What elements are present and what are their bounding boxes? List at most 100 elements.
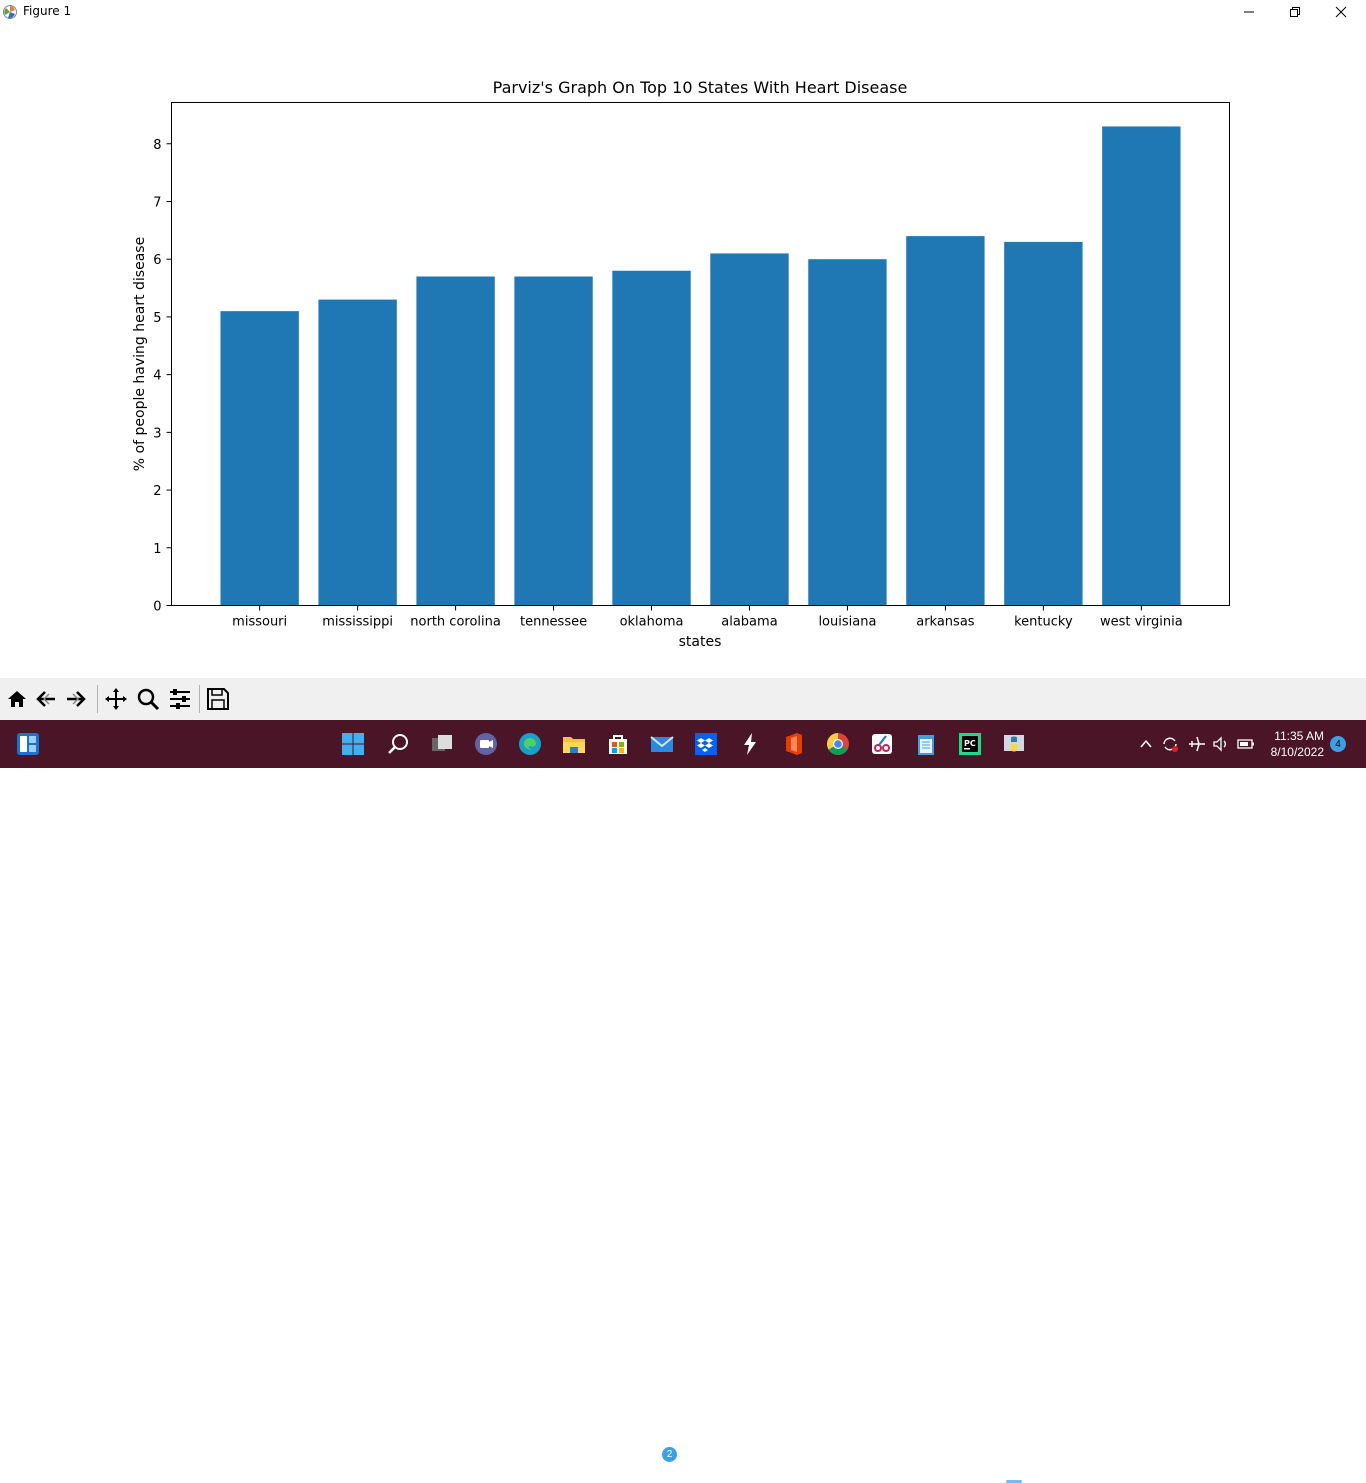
widgets-button[interactable] <box>14 730 42 758</box>
battery-icon <box>1237 739 1254 749</box>
volume-button[interactable] <box>1211 734 1231 754</box>
clock-date[interactable]: 8/10/2022 <box>1270 745 1324 759</box>
sync-tray-button[interactable] <box>1160 734 1180 754</box>
y-tick-label: 5 <box>153 311 161 326</box>
task-view-button[interactable] <box>428 730 456 758</box>
bar-arkansas <box>906 236 985 606</box>
y-tick-label: 3 <box>153 426 161 441</box>
sync-icon <box>1163 737 1178 752</box>
figure-canvas[interactable]: Parviz's Graph On Top 10 States With Hea… <box>0 24 1366 678</box>
bar-louisiana <box>808 259 887 606</box>
x-tick-label: louisiana <box>818 615 876 630</box>
office-icon <box>786 733 802 755</box>
start-button[interactable] <box>339 730 367 758</box>
airplane-mode-button[interactable] <box>1187 734 1207 754</box>
battery-button[interactable] <box>1236 734 1256 754</box>
task-view-icon <box>432 735 452 751</box>
y-tick-label: 4 <box>153 369 161 384</box>
python-figure-button[interactable] <box>1000 730 1028 758</box>
notification-center-badge[interactable]: 4 <box>1330 736 1346 752</box>
window-titlebar: Figure 1 <box>0 0 1366 24</box>
y-tick-label: 7 <box>153 195 161 210</box>
lightning-app-button[interactable] <box>736 730 764 758</box>
notepad-button[interactable] <box>912 730 940 758</box>
edge-icon <box>519 733 541 755</box>
bar-missouri <box>220 311 299 606</box>
bar-tennessee <box>514 276 593 606</box>
plot-frame <box>171 102 1230 606</box>
y-axis-ticks: 0 1 2 3 4 5 6 7 8 <box>153 138 172 615</box>
chevron-up-icon <box>1140 739 1152 748</box>
save-button[interactable] <box>204 685 232 713</box>
dropbox-button[interactable] <box>692 730 720 758</box>
matplotlib-icon <box>2 4 18 20</box>
folder-icon <box>563 737 585 753</box>
store-icon <box>609 735 627 754</box>
toolbar-separator <box>97 685 98 713</box>
search-icon <box>388 734 408 754</box>
office-button[interactable] <box>780 730 808 758</box>
chrome-button[interactable] <box>824 730 852 758</box>
notepad-icon <box>918 735 934 755</box>
pycharm-icon: PC <box>959 733 981 755</box>
configure-subplots-button[interactable] <box>166 685 194 713</box>
y-tick-label: 8 <box>153 138 161 153</box>
close-button[interactable] <box>1318 0 1364 24</box>
forward-button[interactable] <box>62 685 90 713</box>
windows-taskbar: 2 PC <box>0 720 1366 1483</box>
y-tick-label: 0 <box>153 600 161 615</box>
y-axis-label: % of people having heart disease <box>132 237 148 471</box>
snipping-tool-button[interactable] <box>868 730 896 758</box>
restore-button[interactable] <box>1272 0 1318 24</box>
zoom-button[interactable] <box>134 685 162 713</box>
teams-chat-button[interactable] <box>472 730 500 758</box>
pan-button[interactable] <box>102 685 130 713</box>
lightning-icon <box>744 733 756 755</box>
x-tick-label: missouri <box>232 615 287 630</box>
chart-title: Parviz's Graph On Top 10 States With Hea… <box>493 78 908 97</box>
y-tick-label: 2 <box>153 484 161 499</box>
chrome-icon <box>827 733 849 755</box>
search-button[interactable] <box>384 730 412 758</box>
x-tick-label: alabama <box>721 615 777 630</box>
close-icon <box>1335 6 1347 18</box>
save-icon <box>207 688 229 710</box>
x-tick-label: north corolina <box>410 615 501 630</box>
svg-text:PC: PC <box>964 739 976 748</box>
back-button[interactable] <box>32 685 60 713</box>
mail-icon <box>650 736 674 752</box>
zoom-icon <box>137 688 160 711</box>
home-icon <box>8 691 26 707</box>
edge-button[interactable] <box>516 730 544 758</box>
configure-icon <box>170 689 190 709</box>
mail-badge: 2 <box>662 1447 677 1462</box>
pan-icon <box>105 688 127 710</box>
minimize-button[interactable] <box>1226 0 1272 24</box>
file-explorer-button[interactable] <box>560 730 588 758</box>
y-tick-label: 1 <box>153 542 161 557</box>
home-button[interactable] <box>3 685 31 713</box>
x-axis-ticks: missouri mississippi north corolina tenness… <box>232 605 1183 630</box>
mail-button[interactable] <box>648 730 676 758</box>
x-tick-label: kentucky <box>1014 615 1073 630</box>
airplane-icon <box>1189 736 1205 752</box>
speaker-icon <box>1213 736 1226 752</box>
toolbar-separator <box>199 685 200 713</box>
bar-west-virginia <box>1102 126 1181 606</box>
show-hidden-icons-button[interactable] <box>1136 734 1156 754</box>
x-tick-label: arkansas <box>916 615 975 630</box>
x-axis-label: states <box>679 634 722 650</box>
forward-icon <box>67 691 86 707</box>
store-button[interactable] <box>604 730 632 758</box>
teams-chat-icon <box>475 733 497 755</box>
bar-alabama <box>710 253 789 606</box>
x-tick-label: west virginia <box>1100 615 1183 630</box>
pycharm-button[interactable]: PC <box>956 730 984 758</box>
minimize-icon <box>1244 11 1254 13</box>
bar-mississippi <box>318 299 397 606</box>
x-tick-label: tennessee <box>520 615 587 630</box>
bars-group <box>220 126 1181 606</box>
window-title: Figure 1 <box>23 4 72 18</box>
clock-time[interactable]: 11:35 AM <box>1274 729 1324 743</box>
bar-oklahoma <box>612 270 691 606</box>
